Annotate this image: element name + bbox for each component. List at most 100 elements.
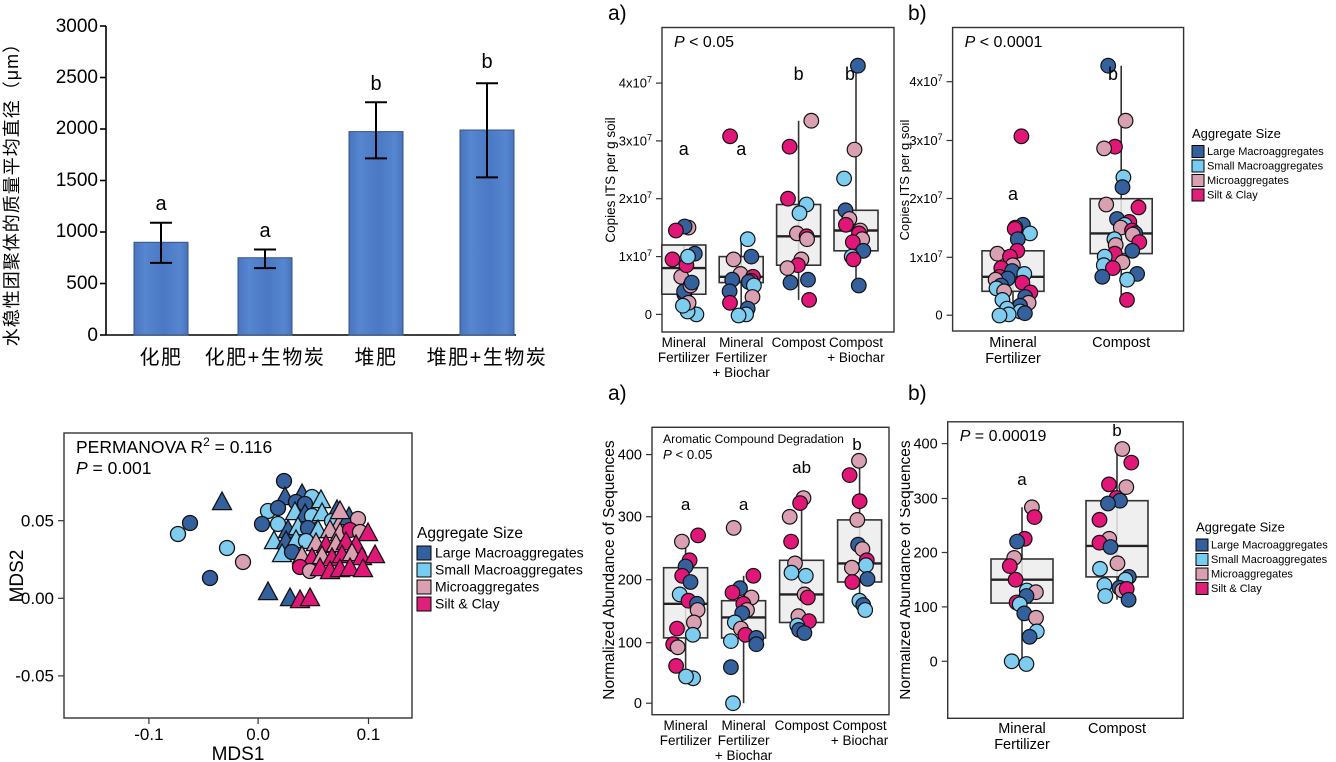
svg-text:200: 200 [618,573,642,589]
svg-text:300: 300 [618,510,642,526]
svg-text:200: 200 [913,546,937,562]
svg-text:堆肥: 堆肥 [355,346,398,369]
svg-text:b): b) [908,382,927,405]
svg-text:Large Macroaggregates: Large Macroaggregates [1207,146,1324,158]
svg-text:a: a [736,139,747,159]
svg-text:300: 300 [913,492,937,508]
svg-text:Normalized Abundance of Sequen: Normalized Abundance of Sequences [900,440,914,700]
svg-text:b: b [370,73,381,95]
svg-text:Silt & Clay: Silt & Clay [1207,189,1258,201]
svg-text:b: b [794,64,804,84]
svg-text:0: 0 [634,696,642,712]
svg-text:3x107: 3x107 [619,132,652,148]
svg-text:-0.05: -0.05 [15,667,54,686]
svg-text:a: a [739,495,749,514]
svg-text:100: 100 [618,636,642,652]
svg-text:Fertilizer: Fertilizer [658,350,710,365]
svg-text:Microaggregates: Microaggregates [1207,175,1289,187]
svg-text:Small Macroaggregates: Small Macroaggregates [1207,160,1324,172]
svg-text:+ Biochar: + Biochar [715,748,773,762]
svg-text:P < 0.05: P < 0.05 [663,447,713,462]
svg-text:0.0: 0.0 [246,725,270,744]
svg-text:b: b [481,51,492,73]
svg-text:3x107: 3x107 [909,132,942,148]
svg-text:Aggregate Size: Aggregate Size [1196,520,1285,535]
svg-text:PERMANOVA R2 = 0.116: PERMANOVA R2 = 0.116 [76,435,272,457]
svg-text:Small Macroaggregates: Small Macroaggregates [1211,554,1328,566]
svg-text:a: a [155,193,167,215]
svg-text:Aggregate Size: Aggregate Size [417,525,523,542]
svg-text:Mineral: Mineral [663,718,707,733]
svg-text:Copies ITS per g soil: Copies ITS per g soil [900,120,912,241]
svg-text:Mineral: Mineral [998,721,1046,737]
svg-text:ab: ab [792,458,811,477]
svg-text:1x107: 1x107 [619,248,652,264]
svg-text:Fertilizer: Fertilizer [715,350,767,365]
svg-text:400: 400 [618,448,642,464]
svg-text:Large Macroaggregates: Large Macroaggregates [1211,539,1328,551]
svg-text:Compost: Compost [1092,335,1150,351]
svg-text:Mineral: Mineral [989,335,1037,351]
svg-text:0: 0 [930,654,938,670]
svg-text:P = 0.00019: P = 0.00019 [960,428,1047,445]
svg-text:Fertilizer: Fertilizer [994,737,1050,753]
svg-text:P < 0.05: P < 0.05 [674,34,734,51]
svg-text:b): b) [908,2,927,25]
svg-text:0: 0 [645,307,652,322]
svg-text:Compost: Compost [775,718,829,733]
svg-text:堆肥+生物炭: 堆肥+生物炭 [427,346,548,369]
svg-text:+ Biochar: + Biochar [831,733,889,748]
svg-text:+ Biochar: + Biochar [712,365,770,380]
svg-text:Fertilizer: Fertilizer [660,733,712,748]
svg-text:500: 500 [66,273,98,294]
svg-text:Silt & Clay: Silt & Clay [435,596,500,612]
svg-text:b: b [1108,64,1118,84]
svg-text:a: a [259,220,271,242]
svg-text:Small Macroaggregates: Small Macroaggregates [435,562,583,578]
svg-text:水稳性团聚体的质量平均直径（μm）: 水稳性团聚体的质量平均直径（μm） [2,34,22,346]
svg-text:b: b [1112,421,1121,440]
svg-text:1500: 1500 [56,170,98,191]
svg-text:Fertilizer: Fertilizer [718,733,770,748]
svg-text:b: b [852,435,861,454]
svg-text:Aggregate Size: Aggregate Size [1192,126,1281,141]
svg-text:Mineral: Mineral [719,335,763,350]
svg-text:Mineral: Mineral [662,335,706,350]
svg-text:0.1: 0.1 [357,725,381,744]
svg-text:a: a [1008,184,1019,204]
svg-text:化肥+生物炭: 化肥+生物炭 [205,346,326,369]
svg-text:0: 0 [87,325,98,346]
svg-text:Silt & Clay: Silt & Clay [1211,583,1262,595]
svg-text:b: b [845,64,855,84]
svg-text:a: a [681,495,691,514]
svg-text:0.05: 0.05 [21,512,54,531]
svg-text:Fertilizer: Fertilizer [985,351,1041,367]
svg-text:MDS1: MDS1 [212,744,265,762]
svg-text:100: 100 [913,600,937,616]
svg-text:Normalized Abundance of Sequen: Normalized Abundance of Sequences [601,440,618,700]
svg-text:0: 0 [935,308,942,323]
svg-text:Microaggregates: Microaggregates [1211,568,1293,580]
svg-text:2x107: 2x107 [619,190,652,206]
svg-text:Aromatic Compound Degradation: Aromatic Compound Degradation [663,432,844,446]
svg-text:+ Biochar: + Biochar [827,350,885,365]
svg-text:2000: 2000 [56,118,98,139]
svg-text:Compost: Compost [1088,721,1146,737]
svg-text:Mineral: Mineral [721,718,765,733]
svg-text:4x107: 4x107 [619,75,652,91]
svg-text:a: a [1017,470,1027,489]
svg-text:Copies ITS per g soil: Copies ITS per g soil [603,117,618,242]
svg-text:P < 0.0001: P < 0.0001 [965,34,1043,51]
svg-text:Compost: Compost [829,335,883,350]
svg-text:2500: 2500 [56,67,98,88]
svg-text:Compost: Compost [772,335,826,350]
svg-text:化肥: 化肥 [140,346,183,369]
svg-text:MDS2: MDS2 [7,550,28,603]
svg-text:P = 0.001: P = 0.001 [76,458,151,478]
svg-text:3000: 3000 [56,16,98,37]
svg-text:1000: 1000 [56,221,98,242]
svg-text:400: 400 [913,437,937,453]
svg-text:a): a) [608,382,627,405]
svg-text:4x107: 4x107 [909,73,942,89]
svg-text:Compost: Compost [833,718,887,733]
